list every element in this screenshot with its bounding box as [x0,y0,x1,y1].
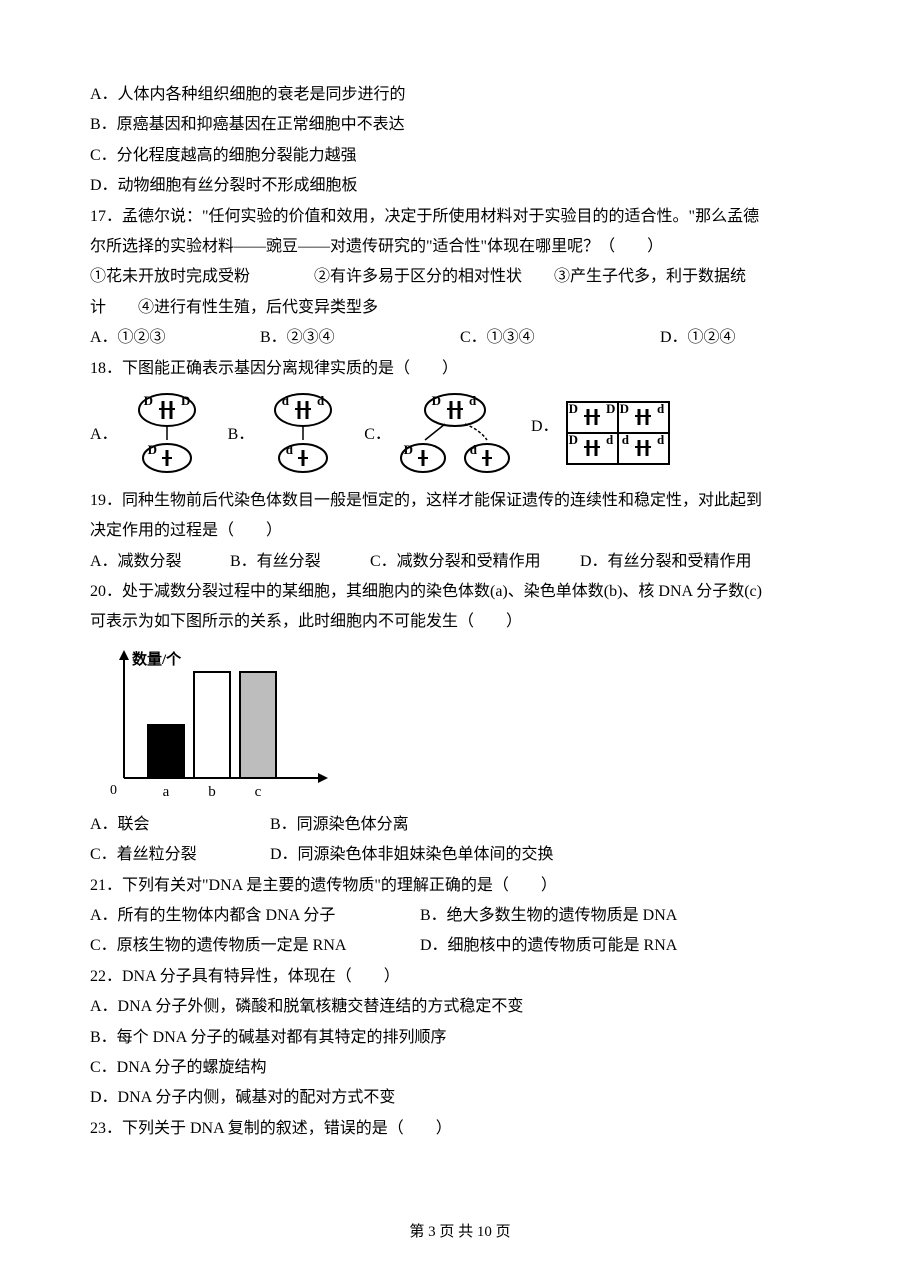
q21-stem: 21．下列有关对"DNA 是主要的遗传物质"的理解正确的是（ ） [90,871,830,901]
footer-prefix: 第 [409,1224,428,1240]
svg-text:a: a [163,784,170,800]
q18-option-b-label: B． [228,420,255,476]
q17-items-l1: ①花未开放时完成受粉 ②有许多易于区分的相对性状 ③产生子代多，利于数据统 [90,262,830,292]
q22-option-d: D．DNA 分子内侧，碱基对的配对方式不变 [90,1083,830,1113]
footer-mid: 页 共 [436,1224,477,1240]
q23-stem: 23．下列关于 DNA 复制的叙述，错误的是（ ） [90,1114,830,1144]
svg-text:d: d [317,393,325,408]
q19-option-c: C．减数分裂和受精作用 [370,547,580,577]
q17-stem-l2: 尔所选择的实验材料——豌豆——对遗传研究的"适合性"体现在哪里呢？（ ） [90,232,830,262]
q18-diagram-b: d d d [258,390,348,476]
q17-option-c: C．①③④ [460,323,660,353]
svg-text:数量/个: 数量/个 [132,650,182,668]
svg-text:d: d [606,432,614,447]
q22-option-c: C．DNA 分子的螺旋结构 [90,1053,830,1083]
q18-option-d-label: D． [531,412,559,468]
q19-stem-l2: 决定作用的过程是（ ） [90,516,830,546]
q20-options-row1: A．联会 B．同源染色体分离 [90,810,830,840]
svg-text:D: D [404,442,413,457]
page-footer: 第 3 页 共 10 页 [0,1218,920,1247]
q20-stem-l2: 可表示为如下图所示的关系，此时细胞内不可能发生（ ） [90,607,830,637]
svg-text:d: d [470,442,478,457]
q21-options-row1: A．所有的生物体内都含 DNA 分子 B．绝大多数生物的遗传物质是 DNA [90,901,830,931]
q20-chart: 数量/个 0 a b c [90,644,330,804]
q18-stem: 18．下图能正确表示基因分离规律实质的是（ ） [90,354,830,384]
svg-text:D: D [606,401,615,416]
footer-total: 10 [477,1224,492,1240]
svg-text:D: D [432,393,441,408]
q19-stem-l1: 19．同种生物前后代染色体数目一般是恒定的，这样才能保证遗传的连续性和稳定性，对… [90,486,830,516]
q17-items-l2: 计 ④进行有性生殖，后代变异类型多 [90,293,830,323]
svg-text:b: b [208,784,216,800]
q22-option-b: B．每个 DNA 分子的碱基对都有其特定的排列顺序 [90,1023,830,1053]
q21-option-b: B．绝大多数生物的遗传物质是 DNA [420,901,677,931]
q20-option-d: D．同源染色体非姐妹染色单体间的交换 [270,840,554,870]
q18-option-c-label: C． [364,420,391,476]
q19-option-b: B．有丝分裂 [230,547,370,577]
q20-option-b: B．同源染色体分离 [270,810,409,840]
q18-option-a-label: A． [90,420,118,476]
svg-text:0: 0 [110,783,117,798]
svg-text:d: d [282,393,290,408]
q21-option-a: A．所有的生物体内都含 DNA 分子 [90,901,420,931]
svg-text:D: D [568,401,577,416]
q18-diagrams-row: A． DDD B． ddd C． DdDd D． DDDdDddd [90,390,830,476]
q16-option-a: A．人体内各种组织细胞的衰老是同步进行的 [90,80,830,110]
q18-diagram-c: Dd Dd [395,390,515,476]
q20-stem-l1: 20．处于减数分裂过程中的某细胞，其细胞内的染色体数(a)、染色单体数(b)、核… [90,577,830,607]
q17-stem-l1: 17．孟德尔说："任何实验的价值和效用，决定于所使用材料对于实验目的的适合性。"… [90,202,830,232]
q19-option-d: D．有丝分裂和受精作用 [580,547,752,577]
svg-text:d: d [286,442,294,457]
q22-option-a: A．DNA 分子外侧，磷酸和脱氧核糖交替连结的方式稳定不变 [90,992,830,1022]
q19-options: A．减数分裂 B．有丝分裂 C．减数分裂和受精作用 D．有丝分裂和受精作用 [90,547,830,577]
q18-diagram-d: DDDdDddd [563,398,673,468]
q16-option-b: B．原癌基因和抑癌基因在正常细胞中不表达 [90,110,830,140]
svg-text:D: D [143,393,152,408]
svg-text:c: c [255,784,262,800]
q20-option-a: A．联会 [90,810,270,840]
svg-text:D: D [568,432,577,447]
svg-text:d: d [621,432,629,447]
q16-option-d: D．动物细胞有丝分裂时不形成细胞板 [90,171,830,201]
svg-text:d: d [657,401,665,416]
footer-page: 3 [428,1224,436,1240]
q18-diagram-a: D D D [122,390,212,476]
q21-option-d: D．细胞核中的遗传物质可能是 RNA [420,931,677,961]
q19-option-a: A．减数分裂 [90,547,230,577]
svg-text:D: D [181,393,190,408]
footer-suffix: 页 [492,1224,511,1240]
q21-option-c: C．原核生物的遗传物质一定是 RNA [90,931,420,961]
q16-option-c: C．分化程度越高的细胞分裂能力越强 [90,141,830,171]
svg-text:d: d [657,432,665,447]
svg-text:D: D [147,442,156,457]
q17-option-a: A．①②③ [90,323,260,353]
svg-text:D: D [619,401,628,416]
q21-options-row2: C．原核生物的遗传物质一定是 RNA D．细胞核中的遗传物质可能是 RNA [90,931,830,961]
q22-stem: 22．DNA 分子具有特异性，体现在（ ） [90,962,830,992]
q17-option-b: B．②③④ [260,323,460,353]
q17-options: A．①②③ B．②③④ C．①③④ D．①②④ [90,323,830,353]
q17-option-d: D．①②④ [660,323,736,353]
q20-option-c: C．着丝粒分裂 [90,840,270,870]
q20-options-row2: C．着丝粒分裂 D．同源染色体非姐妹染色单体间的交换 [90,840,830,870]
svg-text:d: d [469,393,477,408]
